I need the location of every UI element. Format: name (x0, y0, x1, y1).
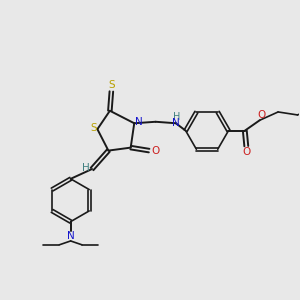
Text: S: S (109, 80, 115, 90)
Text: S: S (90, 123, 97, 133)
Text: O: O (152, 146, 160, 156)
Text: O: O (242, 147, 250, 157)
Text: N: N (135, 117, 143, 127)
Text: N: N (172, 118, 180, 128)
Text: H: H (173, 112, 180, 122)
Text: O: O (258, 110, 266, 120)
Text: H: H (82, 163, 89, 172)
Text: N: N (67, 231, 74, 241)
